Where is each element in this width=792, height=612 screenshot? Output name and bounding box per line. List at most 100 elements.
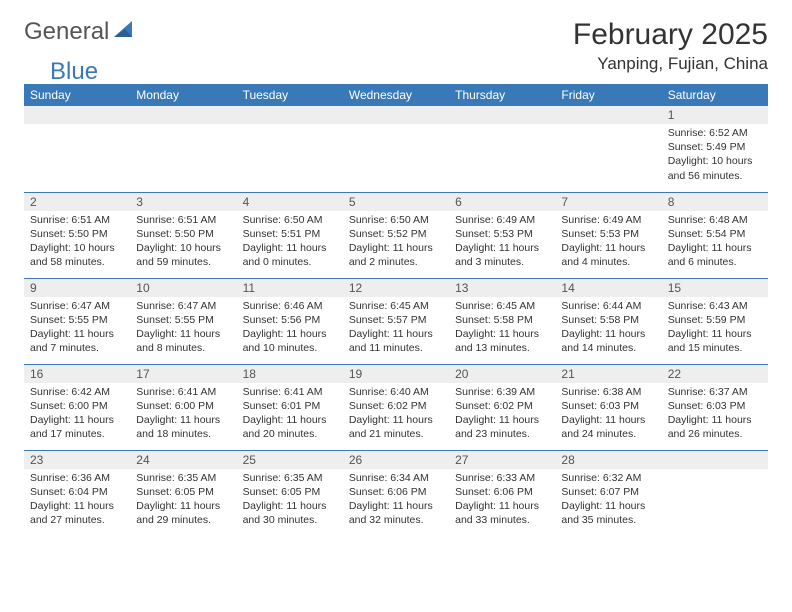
sunrise-text: Sunrise: 6:42 AM xyxy=(30,385,124,399)
day-number: 18 xyxy=(237,365,343,383)
sunrise-text: Sunrise: 6:43 AM xyxy=(668,299,762,313)
sunset-text: Sunset: 5:57 PM xyxy=(349,313,443,327)
sunset-text: Sunset: 6:00 PM xyxy=(136,399,230,413)
sail-icon xyxy=(112,18,134,46)
sunrise-text: Sunrise: 6:49 AM xyxy=(455,213,549,227)
calendar-cell: 16Sunrise: 6:42 AMSunset: 6:00 PMDayligh… xyxy=(24,364,130,450)
sunset-text: Sunset: 6:06 PM xyxy=(349,485,443,499)
calendar-cell: 19Sunrise: 6:40 AMSunset: 6:02 PMDayligh… xyxy=(343,364,449,450)
sunset-text: Sunset: 5:55 PM xyxy=(30,313,124,327)
day-details: Sunrise: 6:47 AMSunset: 5:55 PMDaylight:… xyxy=(24,297,130,360)
daylight-text: Daylight: 11 hours and 21 minutes. xyxy=(349,413,443,441)
sunrise-text: Sunrise: 6:47 AM xyxy=(136,299,230,313)
calendar-cell: 4Sunrise: 6:50 AMSunset: 5:51 PMDaylight… xyxy=(237,192,343,278)
sunset-text: Sunset: 6:05 PM xyxy=(243,485,337,499)
sunset-text: Sunset: 5:49 PM xyxy=(668,140,762,154)
daylight-text: Daylight: 11 hours and 32 minutes. xyxy=(349,499,443,527)
day-details: Sunrise: 6:47 AMSunset: 5:55 PMDaylight:… xyxy=(130,297,236,360)
sunrise-text: Sunrise: 6:51 AM xyxy=(30,213,124,227)
daylight-text: Daylight: 11 hours and 7 minutes. xyxy=(30,327,124,355)
sunset-text: Sunset: 6:01 PM xyxy=(243,399,337,413)
calendar-cell: 17Sunrise: 6:41 AMSunset: 6:00 PMDayligh… xyxy=(130,364,236,450)
day-details: Sunrise: 6:50 AMSunset: 5:52 PMDaylight:… xyxy=(343,211,449,274)
sunset-text: Sunset: 5:50 PM xyxy=(136,227,230,241)
calendar-cell: 7Sunrise: 6:49 AMSunset: 5:53 PMDaylight… xyxy=(555,192,661,278)
day-number xyxy=(237,106,343,124)
calendar-row: 23 Sunrise: 6:36 AMSunset: 6:04 PM Dayligh… xyxy=(24,450,768,536)
day-number: 11 xyxy=(237,279,343,297)
calendar-table: SundayMondayTuesdayWednesdayThursdayFrid… xyxy=(24,84,768,536)
day-number: 12 xyxy=(343,279,449,297)
sunrise-text: Sunrise: 6:47 AM xyxy=(30,299,124,313)
day-number: 26 xyxy=(343,451,449,469)
calendar-body: 1Sunrise: 6:52 AMSunset: 5:49 PMDaylight… xyxy=(24,106,768,536)
day-number: 20 xyxy=(449,365,555,383)
sunset-text: Sunset: 5:52 PM xyxy=(349,227,443,241)
sunrise-text: Sunrise: 6:32 AM xyxy=(561,471,655,485)
calendar-cell: 6Sunrise: 6:49 AMSunset: 5:53 PMDaylight… xyxy=(449,192,555,278)
sunrise-text: Sunrise: 6:36 AM xyxy=(30,471,124,485)
daylight-text: Daylight: 11 hours and 35 minutes. xyxy=(561,499,655,527)
calendar-cell: 20Sunrise: 6:39 AMSunset: 6:02 PMDayligh… xyxy=(449,364,555,450)
daylight-text: Daylight: 11 hours and 11 minutes. xyxy=(349,327,443,355)
weekday-header: Wednesday xyxy=(343,84,449,106)
calendar-cell: 2Sunrise: 6:51 AMSunset: 5:50 PMDaylight… xyxy=(24,192,130,278)
day-details: Sunrise: 6:37 AMSunset: 6:03 PMDaylight:… xyxy=(662,383,768,446)
sunrise-text: Sunrise: 6:45 AM xyxy=(349,299,443,313)
day-number: 9 xyxy=(24,279,130,297)
sunrise-text: Sunrise: 6:34 AM xyxy=(349,471,443,485)
calendar-cell xyxy=(555,106,661,192)
daylight-text: Daylight: 11 hours and 6 minutes. xyxy=(668,241,762,269)
sunset-text: Sunset: 6:02 PM xyxy=(455,399,549,413)
calendar-cell: 26 Sunrise: 6:34 AMSunset: 6:06 PMDayligh… xyxy=(343,450,449,536)
day-details: Sunrise: 6:51 AMSunset: 5:50 PMDaylight:… xyxy=(130,211,236,274)
day-number: 25 xyxy=(237,451,343,469)
calendar-row: 9Sunrise: 6:47 AMSunset: 5:55 PMDaylight… xyxy=(24,278,768,364)
daylight-text: Daylight: 11 hours and 23 minutes. xyxy=(455,413,549,441)
calendar-cell: 5Sunrise: 6:50 AMSunset: 5:52 PMDaylight… xyxy=(343,192,449,278)
calendar-row: 2Sunrise: 6:51 AMSunset: 5:50 PMDaylight… xyxy=(24,192,768,278)
day-number: 6 xyxy=(449,193,555,211)
day-number: 23 xyxy=(24,451,130,469)
sunset-text: Sunset: 5:58 PM xyxy=(561,313,655,327)
weekday-header: Friday xyxy=(555,84,661,106)
sunset-text: Sunset: 5:59 PM xyxy=(668,313,762,327)
day-number: 24 xyxy=(130,451,236,469)
day-details: Sunrise: 6:42 AMSunset: 6:00 PMDaylight:… xyxy=(24,383,130,446)
day-details: Sunrise: 6:49 AMSunset: 5:53 PMDaylight:… xyxy=(449,211,555,274)
day-number: 28 xyxy=(555,451,661,469)
sunset-text: Sunset: 5:55 PM xyxy=(136,313,230,327)
day-number: 22 xyxy=(662,365,768,383)
sunset-text: Sunset: 5:53 PM xyxy=(561,227,655,241)
title-block: February 2025 Yanping, Fujian, China xyxy=(573,18,768,74)
day-details: Sunrise: 6:41 AMSunset: 6:01 PMDaylight:… xyxy=(237,383,343,446)
calendar-cell: 9Sunrise: 6:47 AMSunset: 5:55 PMDaylight… xyxy=(24,278,130,364)
daylight-text: Daylight: 11 hours and 15 minutes. xyxy=(668,327,762,355)
day-number: 3 xyxy=(130,193,236,211)
sunset-text: Sunset: 5:50 PM xyxy=(30,227,124,241)
month-title: February 2025 xyxy=(573,18,768,52)
day-details: Sunrise: 6:49 AMSunset: 5:53 PMDaylight:… xyxy=(555,211,661,274)
daylight-text: Daylight: 11 hours and 8 minutes. xyxy=(136,327,230,355)
calendar-cell: 23Sunrise: 6:36 AMSunset: 6:04 PMDayligh… xyxy=(24,450,130,536)
daylight-text: Daylight: 11 hours and 10 minutes. xyxy=(243,327,337,355)
sunset-text: Sunset: 6:04 PM xyxy=(30,485,124,499)
calendar-cell: 15Sunrise: 6:43 AMSunset: 5:59 PMDayligh… xyxy=(662,278,768,364)
weekday-header: Monday xyxy=(130,84,236,106)
day-number xyxy=(343,106,449,124)
day-number: 14 xyxy=(555,279,661,297)
sunrise-text: Sunrise: 6:50 AM xyxy=(243,213,337,227)
sunrise-text: Sunrise: 6:41 AM xyxy=(136,385,230,399)
logo: General xyxy=(24,18,136,46)
weekday-header-row: SundayMondayTuesdayWednesdayThursdayFrid… xyxy=(24,84,768,106)
daylight-text: Daylight: 11 hours and 0 minutes. xyxy=(243,241,337,269)
day-number xyxy=(662,451,768,469)
sunset-text: Sunset: 5:54 PM xyxy=(668,227,762,241)
calendar-cell: 28Sunrise: 6:32 AMSunset: 6:07 PMDayligh… xyxy=(555,450,661,536)
calendar-cell: 18Sunrise: 6:41 AMSunset: 6:01 PMDayligh… xyxy=(237,364,343,450)
day-details: Sunrise: 6:38 AMSunset: 6:03 PMDaylight:… xyxy=(555,383,661,446)
daylight-text: Daylight: 11 hours and 4 minutes. xyxy=(561,241,655,269)
calendar-row: 16Sunrise: 6:42 AMSunset: 6:00 PMDayligh… xyxy=(24,364,768,450)
daylight-text: Daylight: 11 hours and 17 minutes. xyxy=(30,413,124,441)
calendar-cell: 14Sunrise: 6:44 AMSunset: 5:58 PMDayligh… xyxy=(555,278,661,364)
